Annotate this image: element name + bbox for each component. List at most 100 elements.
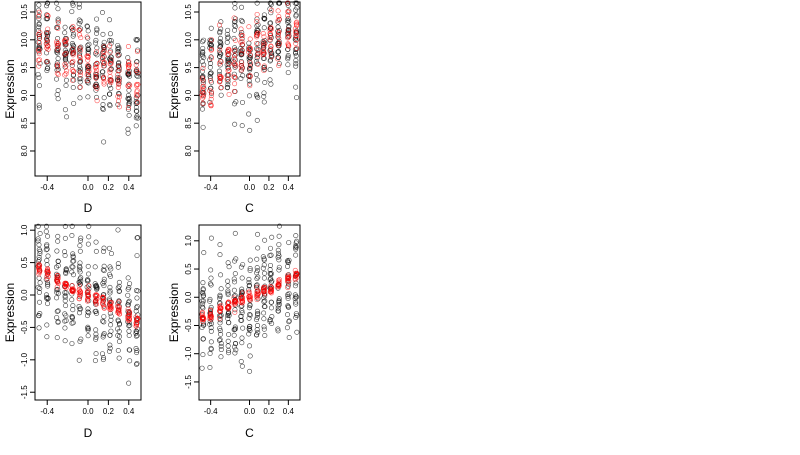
fitted-point	[232, 81, 238, 87]
observed-point	[231, 287, 237, 293]
x-axis-title: C	[245, 426, 254, 440]
observed-point	[261, 316, 267, 322]
fitted-point	[116, 81, 122, 87]
observed-point	[239, 275, 245, 281]
fitted-point	[108, 300, 114, 306]
observed-point	[69, 297, 75, 303]
observed-point	[77, 79, 83, 85]
observed-point	[276, 250, 282, 256]
observed-point	[86, 41, 92, 47]
observed-point	[275, 41, 281, 47]
observed-point	[239, 99, 245, 105]
observed-point	[207, 351, 213, 357]
fitted-point	[246, 24, 252, 30]
observed-point	[77, 95, 83, 101]
fitted-point	[254, 40, 260, 46]
fitted-point	[268, 43, 274, 49]
observed-point	[54, 60, 60, 66]
fitted-point	[77, 288, 83, 294]
observed-point	[247, 127, 253, 133]
observed-point	[246, 305, 252, 311]
observed-point	[267, 77, 273, 83]
observed-point	[94, 52, 100, 58]
observed-point	[54, 92, 60, 98]
fitted-point	[225, 306, 231, 312]
observed-point	[45, 61, 51, 67]
observed-point	[36, 242, 42, 248]
observed-point	[232, 230, 238, 236]
x-tick-label: 0.0	[82, 407, 94, 416]
observed-point	[267, 6, 273, 12]
fitted-point	[100, 63, 106, 69]
fitted-point	[267, 31, 273, 37]
fitted-point	[239, 298, 245, 304]
observed-point	[269, 234, 275, 240]
observed-point	[55, 238, 61, 244]
fitted-point	[94, 61, 100, 67]
fitted-point	[254, 34, 260, 40]
fitted-point	[126, 65, 132, 71]
observed-point	[261, 256, 267, 262]
points	[199, 0, 300, 133]
observed-point	[101, 331, 107, 337]
observed-point	[201, 62, 207, 68]
fitted-point	[268, 24, 274, 30]
observed-point	[285, 62, 291, 68]
observed-point	[293, 299, 299, 305]
fitted-point	[285, 41, 291, 47]
x-tick-label: 0.2	[103, 407, 115, 416]
observed-point	[100, 102, 106, 108]
observed-point	[76, 263, 82, 269]
observed-point	[217, 295, 223, 301]
observed-point	[268, 51, 274, 57]
fitted-point	[126, 62, 132, 68]
observed-point	[207, 298, 213, 304]
observed-point	[85, 51, 91, 57]
observed-point	[93, 327, 99, 333]
observed-point	[63, 267, 69, 273]
fitted-point	[69, 288, 75, 294]
y-tick-label: -1.0	[20, 352, 29, 366]
observed-point	[217, 337, 223, 343]
fitted-point	[64, 37, 70, 43]
observed-point	[36, 7, 42, 13]
observed-point	[240, 73, 246, 79]
observed-point	[85, 42, 91, 48]
observed-point	[218, 272, 224, 278]
observed-point	[116, 283, 122, 289]
observed-point	[45, 0, 51, 6]
observed-point	[108, 328, 114, 334]
observed-point	[134, 361, 140, 367]
fitted-point	[261, 67, 267, 73]
observed-point	[44, 12, 50, 18]
fitted-point	[126, 59, 132, 65]
observed-point	[209, 79, 215, 85]
observed-point	[135, 115, 141, 121]
observed-point	[108, 85, 114, 91]
fitted-point	[208, 103, 214, 109]
observed-point	[269, 278, 275, 284]
fitted-point	[93, 298, 99, 304]
observed-point	[125, 130, 131, 136]
observed-point	[262, 298, 268, 304]
fitted-point	[261, 39, 267, 45]
fitted-point	[218, 305, 224, 311]
observed-point	[225, 316, 231, 322]
observed-point	[85, 327, 91, 333]
observed-point	[294, 0, 300, 6]
observed-point	[254, 256, 260, 262]
observed-point	[44, 334, 50, 340]
observed-point	[231, 71, 237, 77]
fitted-point	[255, 53, 261, 59]
observed-point	[292, 47, 298, 53]
fitted-point	[200, 316, 206, 322]
observed-point	[285, 52, 291, 58]
observed-point	[216, 68, 222, 74]
fitted-point	[125, 313, 131, 319]
observed-point	[254, 314, 260, 320]
fitted-point	[208, 55, 214, 61]
observed-point	[100, 357, 106, 363]
fitted-point	[239, 42, 245, 48]
observed-point	[217, 294, 223, 300]
observed-point	[261, 310, 267, 316]
